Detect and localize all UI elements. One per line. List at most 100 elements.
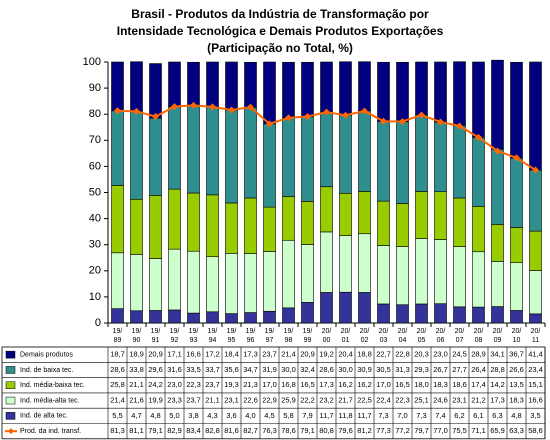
table-cell: 18,3 — [509, 396, 524, 405]
table-cell: 75,5 — [452, 426, 467, 435]
bar-segment — [510, 262, 523, 311]
table-cell: 16,5 — [300, 380, 315, 389]
table-cell: 79,6 — [338, 426, 353, 435]
bar-segment — [529, 313, 542, 324]
bar-segment — [244, 61, 257, 108]
line-marker — [190, 101, 197, 109]
bar-segment — [453, 197, 466, 247]
table-cell: 27,7 — [452, 365, 467, 374]
table-cell: 19,9 — [148, 396, 163, 405]
line-marker — [418, 111, 425, 119]
line-marker — [437, 118, 444, 126]
bar-segment — [225, 313, 238, 324]
table-cell: 23,3 — [167, 396, 182, 405]
table-cell: 22,4 — [376, 396, 391, 405]
table-cell: 77,0 — [433, 426, 448, 435]
table-cell: 24,6 — [433, 396, 448, 405]
x-tick-label: 20/ — [360, 328, 370, 335]
bar-segment — [225, 109, 238, 204]
x-tick-label: 20/ — [493, 328, 503, 335]
table-cell: 21,2 — [471, 396, 486, 405]
bar-segment — [320, 231, 333, 293]
table-cell: 20,4 — [338, 350, 353, 359]
bar-segment — [491, 148, 504, 225]
table-cell: 24,5 — [452, 350, 467, 359]
table-cell: 30,5 — [376, 365, 391, 374]
bar-segment — [206, 61, 219, 108]
table-cell: 77,2 — [395, 426, 410, 435]
table-cell: 5,0 — [169, 411, 179, 420]
bar-segment — [358, 110, 371, 192]
line-marker — [532, 166, 539, 174]
table-cell: 5,8 — [283, 411, 293, 420]
table-cell: 35,6 — [224, 365, 239, 374]
table-cell: 17,3 — [319, 380, 334, 389]
bar-segment — [301, 244, 314, 303]
bar-segment — [358, 61, 371, 112]
table-cell: 16,6 — [528, 396, 543, 405]
table-cell: 22,2 — [300, 396, 315, 405]
table-cell: 17,1 — [167, 350, 182, 359]
bar-segment — [282, 307, 295, 324]
table-cell: 21,6 — [129, 396, 144, 405]
bar-segment — [263, 310, 276, 324]
x-tick-label: 98 — [285, 337, 293, 344]
legend-key — [5, 412, 16, 420]
line-marker — [304, 113, 311, 121]
bar-segment — [396, 304, 409, 324]
table-cell: 24,2 — [148, 380, 163, 389]
legend-key — [8, 428, 14, 435]
bar-segment — [339, 61, 352, 116]
x-tick-label: 20/ — [322, 328, 332, 335]
table-cell: 4,8 — [511, 411, 521, 420]
table-cell: 19,2 — [319, 350, 334, 359]
bar-segment — [225, 253, 238, 314]
table-cell: 21,7 — [338, 396, 353, 405]
table-cell: 19,3 — [224, 380, 239, 389]
table-cell: 33,8 — [129, 365, 144, 374]
table-cell: 6,3 — [492, 411, 502, 420]
table-cell: 16,2 — [338, 380, 353, 389]
table-cell: 41,4 — [528, 350, 543, 359]
table-cell: 4,0 — [245, 411, 255, 420]
bar-segment — [339, 291, 352, 324]
y-tick-label: 100 — [83, 56, 101, 68]
bar-segment — [491, 59, 504, 150]
x-tick-label: 02 — [361, 337, 369, 344]
legend-key — [5, 381, 16, 389]
bar-segment — [510, 310, 523, 324]
bar-segment — [225, 202, 238, 254]
table-cell: 28,6 — [110, 365, 125, 374]
table-cell: 26,4 — [471, 365, 486, 374]
x-tick-label: 95 — [228, 337, 236, 344]
bar-segment — [168, 309, 181, 324]
table-cell: 11,7 — [319, 411, 333, 420]
bar-segment — [453, 306, 466, 324]
table-cell: 16,5 — [395, 380, 410, 389]
bar-segment — [149, 195, 162, 259]
bar-segment — [320, 292, 333, 324]
table-cell: 26,6 — [509, 365, 524, 374]
table-cell: 20,9 — [148, 350, 163, 359]
bar-segment — [434, 303, 447, 324]
bar-segment — [282, 239, 295, 309]
table-cell: 4,7 — [131, 411, 141, 420]
x-tick-label: 20/ — [379, 328, 389, 335]
table-cell: 7,3 — [378, 411, 388, 420]
bar-segment — [111, 61, 124, 112]
table-cell: 79,1 — [300, 426, 315, 435]
table-cell: 18,6 — [452, 380, 467, 389]
x-tick-label: 07 — [456, 337, 464, 344]
line-marker — [380, 117, 387, 125]
table-cell: 4,3 — [207, 411, 217, 420]
line-marker — [228, 106, 235, 114]
x-tick-label: 19/ — [246, 328, 256, 335]
table-cell: 80,8 — [319, 426, 334, 435]
table-cell: 13,5 — [509, 380, 524, 389]
table-cell: 81,3 — [110, 426, 125, 435]
bar-segment — [187, 192, 200, 252]
table-cell: 81,2 — [357, 426, 372, 435]
x-tick-label: 20/ — [417, 328, 427, 335]
table-cell: 7,4 — [435, 411, 445, 420]
bar-segment — [415, 61, 428, 116]
